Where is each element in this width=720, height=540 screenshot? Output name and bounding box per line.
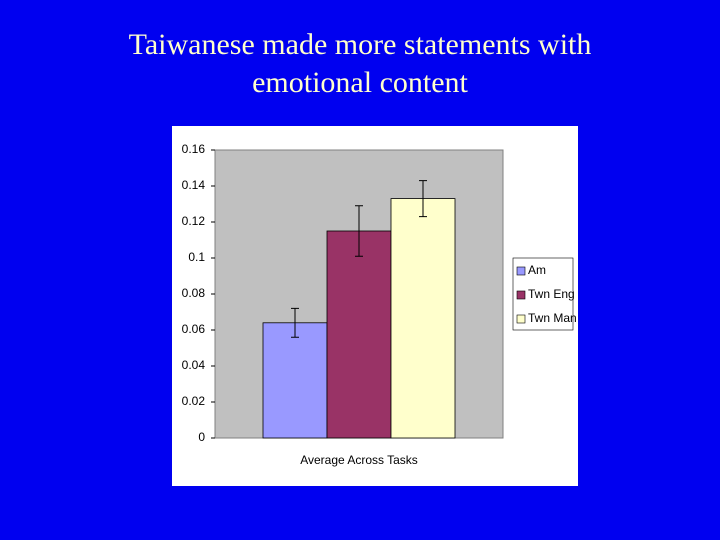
legend-swatch <box>516 314 526 324</box>
error-bar <box>291 307 299 338</box>
x-tick-label: Average Across Tasks <box>300 453 418 467</box>
error-bar <box>419 180 427 218</box>
legend-swatch <box>516 290 526 300</box>
y-tick-label: 0.06 <box>182 322 206 336</box>
y-tick-label: 0.16 <box>182 142 206 156</box>
y-tick-label: 0 <box>198 430 205 444</box>
y-tick-label: 0.14 <box>182 178 206 192</box>
y-tick-label: 0.08 <box>182 286 206 300</box>
y-tick-label: 0.12 <box>182 214 206 228</box>
bar <box>262 322 328 439</box>
y-tick-label: 0.02 <box>182 394 206 408</box>
legend-label: Twn Eng <box>528 287 575 301</box>
slide-title: Taiwanese made more statements with emot… <box>128 28 592 99</box>
legend-label: Twn Man <box>528 311 577 325</box>
error-bar <box>355 205 363 257</box>
y-tick-label: 0.04 <box>182 358 206 372</box>
bar <box>390 198 456 439</box>
legend-label: Am <box>528 263 546 277</box>
y-tick-label: 0.1 <box>188 250 205 264</box>
legend-swatch <box>516 266 526 276</box>
bar <box>326 230 392 439</box>
